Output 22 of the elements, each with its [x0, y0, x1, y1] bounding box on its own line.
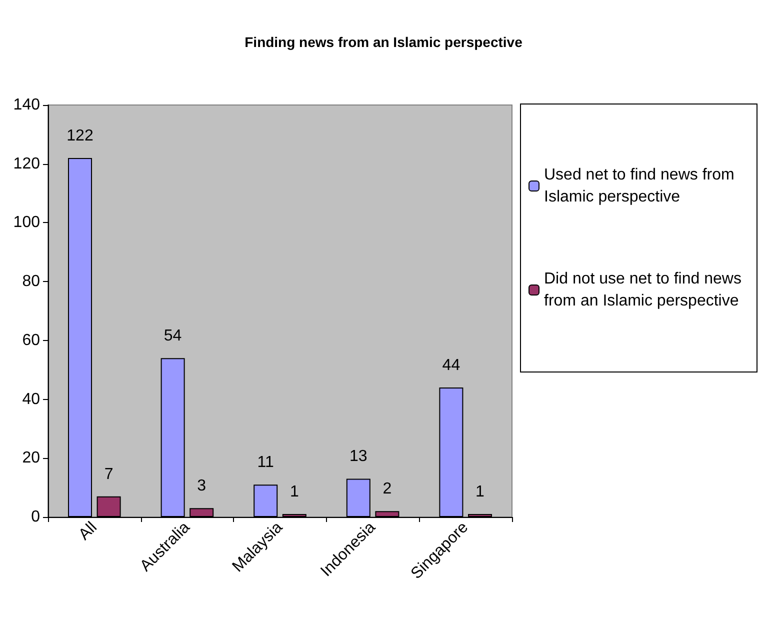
y-tick-label: 140	[13, 96, 40, 114]
data-label: 13	[350, 448, 368, 466]
data-label: 54	[164, 328, 182, 345]
chart-title: Finding news from an Islamic perspective	[244, 34, 523, 50]
data-label: 3	[197, 478, 206, 495]
x-tick-label: All	[76, 518, 100, 544]
y-tick-label: 0	[31, 508, 40, 526]
legend-label: Did not use net to find news from an Islamic perspective	[544, 270, 746, 310]
y-tick-label: 80	[22, 273, 40, 290]
data-label: 1	[290, 484, 299, 501]
y-tick-label: 60	[22, 332, 40, 349]
legend-label: Used net to find news from Islamic perspective	[544, 166, 739, 206]
y-tick-label: 40	[22, 390, 40, 408]
data-label: 1	[476, 484, 485, 501]
data-label: 7	[104, 466, 114, 483]
y-tick-label: 120	[13, 155, 40, 172]
data-label: 44	[442, 357, 460, 374]
data-label: 122	[66, 127, 94, 144]
y-tick-label: 100	[13, 214, 40, 232]
data-label: 11	[257, 454, 274, 472]
y-tick-label: 20	[22, 450, 40, 467]
data-label: 2	[382, 480, 392, 498]
